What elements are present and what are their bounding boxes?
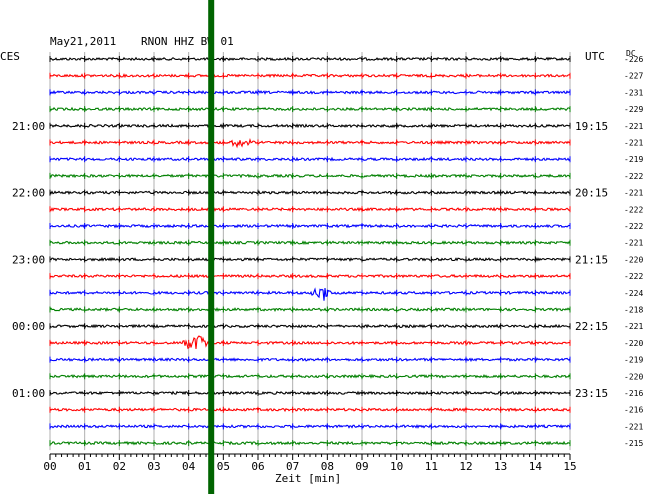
- x-tick-label: 14: [529, 460, 543, 473]
- recording-date: May21,2011: [50, 35, 116, 48]
- seismic-trace: [49, 173, 571, 179]
- seismic-trace: [49, 423, 571, 429]
- dc-offset-value: -226: [624, 55, 643, 64]
- dc-offset-value: -222: [624, 222, 643, 231]
- dc-offset-value: -221: [624, 139, 643, 148]
- utc-hour-label: 20:15: [575, 187, 608, 200]
- dc-offset-value: -221: [624, 422, 643, 431]
- local-hour-label: 00:00: [12, 320, 45, 333]
- dc-offset-value: -222: [624, 172, 643, 181]
- dc-offset-value: -220: [624, 372, 643, 381]
- local-hour-label: 23:00: [12, 253, 45, 266]
- seismic-trace: [49, 287, 571, 301]
- dc-offset-value: -216: [624, 389, 643, 398]
- dc-offset-value: -218: [624, 306, 643, 315]
- green-marker-line: [208, 0, 215, 494]
- seismic-trace: [49, 56, 571, 62]
- seismic-trace: [49, 407, 571, 413]
- dc-offset-value: -229: [624, 105, 643, 114]
- x-tick-label: 03: [147, 460, 160, 473]
- seismic-trace: [49, 240, 571, 246]
- dc-offset-labels: -226 -227 -231 -229 -221 -221 -219 -222 -221 -222…: [624, 55, 643, 448]
- x-tick-label: 02: [113, 460, 126, 473]
- dc-offset-value: -222: [624, 205, 643, 214]
- local-hour-label: 01:00: [12, 387, 45, 400]
- seismic-trace: [49, 357, 571, 363]
- dc-offset-value: -224: [624, 289, 643, 298]
- seismic-trace: [49, 106, 571, 112]
- seismic-trace: [49, 335, 571, 350]
- utc-hour-label: 22:15: [575, 320, 608, 333]
- seismic-trace: [49, 190, 571, 195]
- x-tick-label: 15: [563, 460, 576, 473]
- utc-hour-labels: 19:15 20:15 21:15 22:15 23:15: [575, 120, 608, 400]
- local-hour-labels: 21:00 22:00 23:00 00:00 01:00: [12, 120, 45, 400]
- x-tick-label: 09: [355, 460, 368, 473]
- seismic-trace: [49, 256, 571, 262]
- right-timezone-label: UTC: [585, 50, 605, 63]
- seismic-trace: [49, 307, 571, 312]
- x-tick-label: 10: [390, 460, 403, 473]
- trace-group: [49, 56, 571, 447]
- utc-hour-label: 19:15: [575, 120, 608, 133]
- dc-offset-header: DC: [626, 49, 636, 58]
- seismic-trace: [49, 89, 571, 95]
- seismic-trace: [49, 123, 571, 129]
- dc-offset-value: -216: [624, 406, 643, 415]
- x-axis-title: Zeit [min]: [275, 472, 341, 485]
- seismic-trace: [49, 206, 571, 212]
- time-grid: [49, 52, 571, 451]
- x-tick-label: 06: [251, 460, 264, 473]
- seismic-trace: [49, 323, 571, 329]
- dc-offset-value: -219: [624, 356, 643, 365]
- local-hour-label: 22:00: [12, 187, 45, 200]
- dc-offset-value: -221: [624, 122, 643, 131]
- x-tick-label: 13: [494, 460, 507, 473]
- seismic-trace: [49, 373, 571, 379]
- dc-offset-value: -220: [624, 255, 643, 264]
- dc-offset-value: -221: [624, 322, 643, 331]
- dc-offset-value: -222: [624, 272, 643, 281]
- x-tick-label: 11: [425, 460, 438, 473]
- seismic-trace: [49, 73, 571, 79]
- seismic-trace: [49, 273, 571, 279]
- utc-hour-label: 21:15: [575, 253, 608, 266]
- x-tick-label: 08: [321, 460, 334, 473]
- dc-offset-value: -215: [624, 439, 643, 448]
- dc-offset-value: -221: [624, 239, 643, 248]
- x-tick-label: 05: [217, 460, 230, 473]
- dc-offset-value: -219: [624, 155, 643, 164]
- left-timezone-label: CES: [0, 50, 20, 63]
- x-tick-label: 04: [182, 460, 196, 473]
- seismic-trace: [49, 440, 571, 446]
- seismic-trace: [49, 137, 571, 149]
- seismic-trace: [49, 390, 571, 396]
- x-tick-label: 07: [286, 460, 299, 473]
- seismic-trace: [49, 156, 571, 162]
- station-code: RNON HHZ BW 01: [141, 35, 234, 48]
- dc-offset-value: -221: [624, 189, 643, 198]
- x-tick-label: 00: [43, 460, 56, 473]
- seismic-trace: [49, 223, 571, 229]
- x-tick-label: 12: [459, 460, 472, 473]
- utc-hour-label: 23:15: [575, 387, 608, 400]
- x-axis: 00 01 02 03 04 05 06 07 08 09 10 11 12 13 14 15: [43, 453, 577, 473]
- dc-offset-value: -231: [624, 88, 643, 97]
- x-tick-label: 01: [78, 460, 91, 473]
- local-hour-label: 21:00: [12, 120, 45, 133]
- dc-offset-value: -220: [624, 339, 643, 348]
- dc-offset-value: -227: [624, 72, 643, 81]
